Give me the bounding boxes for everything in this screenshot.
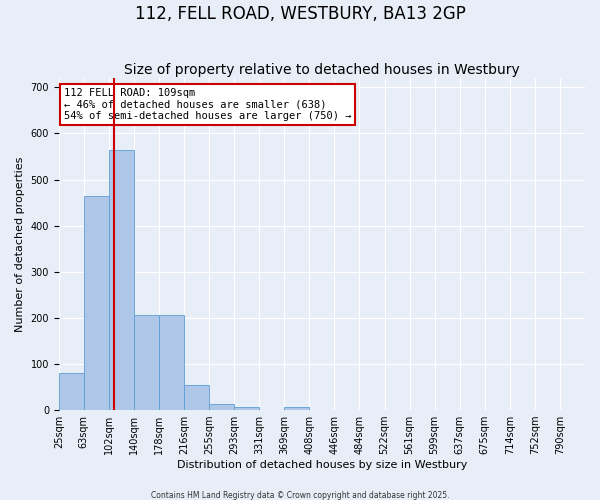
Bar	[134, 314, 159, 410]
Bar	[84, 196, 109, 410]
X-axis label: Distribution of detached houses by size in Westbury: Distribution of detached houses by size …	[177, 460, 467, 470]
Y-axis label: Number of detached properties: Number of detached properties	[15, 156, 25, 332]
Text: 112, FELL ROAD, WESTBURY, BA13 2GP: 112, FELL ROAD, WESTBURY, BA13 2GP	[134, 5, 466, 23]
Bar	[59, 373, 84, 410]
Bar	[109, 150, 134, 410]
Title: Size of property relative to detached houses in Westbury: Size of property relative to detached ho…	[124, 63, 520, 77]
Bar	[159, 314, 184, 410]
Bar	[209, 404, 234, 410]
Bar	[184, 385, 209, 410]
Text: 112 FELL ROAD: 109sqm
← 46% of detached houses are smaller (638)
54% of semi-det: 112 FELL ROAD: 109sqm ← 46% of detached …	[64, 88, 352, 122]
Text: Contains HM Land Registry data © Crown copyright and database right 2025.: Contains HM Land Registry data © Crown c…	[151, 490, 449, 500]
Bar	[234, 407, 259, 410]
Bar	[284, 407, 310, 410]
